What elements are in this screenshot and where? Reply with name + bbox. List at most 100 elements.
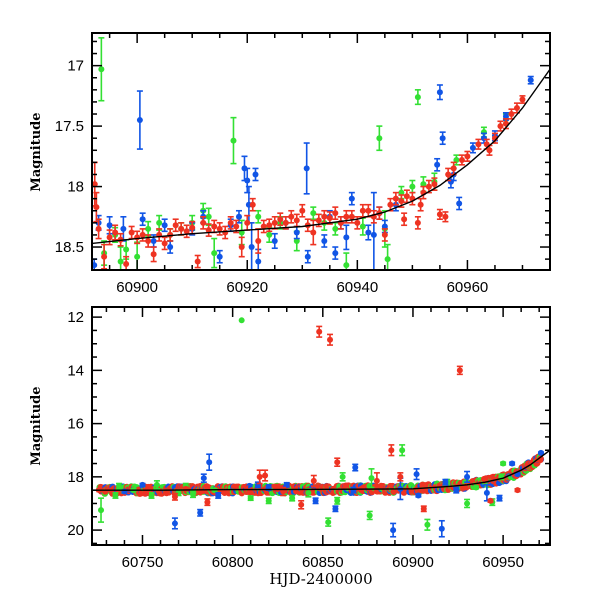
top-red-point-3 — [101, 243, 108, 270]
x-tick-label: 60800 — [212, 554, 254, 571]
bottom-red-point-16 — [420, 505, 427, 513]
bottom-green-point-0 — [98, 497, 105, 523]
top-blue-point-7 — [161, 218, 168, 233]
top-red-point-19 — [189, 220, 196, 235]
top-green-point-14 — [230, 116, 237, 165]
top-red-point-46 — [337, 215, 344, 230]
bottom-blue-point-26 — [537, 449, 544, 456]
top-red-point-55 — [387, 197, 394, 212]
band-point-red — [537, 455, 544, 462]
top-green-point-6 — [145, 220, 152, 237]
bottom-red-point-5 — [256, 469, 263, 485]
bottom-panel-x-axis-title: HJD-2400000 — [269, 570, 372, 588]
y-tick-label: 12 — [67, 309, 84, 326]
top-red-point-51 — [365, 203, 372, 218]
top-red-point-70 — [458, 154, 465, 166]
top-red-point-34 — [271, 215, 278, 230]
top-blue-point-45 — [502, 112, 509, 121]
bottom-green-point-12 — [265, 497, 272, 505]
bottom-blue-point-23 — [496, 494, 503, 502]
bottom-green-point-2 — [116, 482, 123, 490]
bottom-red-point-2 — [171, 492, 178, 501]
top-panel-frame — [91, 32, 551, 271]
bottom-red-point-19 — [514, 487, 521, 494]
bottom-panel-model-curve — [92, 449, 550, 491]
top-red-point-7 — [123, 255, 130, 270]
top-green-point-27 — [384, 243, 391, 270]
top-red-point-37 — [288, 209, 295, 224]
x-tick-label: 60960 — [447, 279, 489, 296]
top-green-point-0 — [98, 37, 105, 102]
top-green-point-30 — [414, 89, 421, 106]
y-tick-label: 18 — [67, 469, 84, 486]
top-red-point-63 — [420, 185, 427, 200]
bottom-red-point-8 — [298, 500, 305, 510]
bottom-red-point-14 — [388, 444, 395, 457]
top-red-point-79 — [513, 102, 520, 114]
top-red-point-80 — [519, 95, 526, 104]
bottom-red-point-10 — [316, 325, 323, 338]
bottom-blue-point-2 — [171, 517, 178, 530]
bottom-blue-point-0 — [121, 488, 128, 495]
top-red-point-28 — [238, 236, 245, 258]
top-blue-point-23 — [303, 142, 310, 195]
top-red-point-71 — [464, 150, 471, 162]
bottom-blue-point-18 — [438, 519, 445, 538]
top-panel-ticks: 60900 60920 60940 60960 17 17.5 18 18.5 — [55, 33, 551, 296]
bottom-red-point-18 — [487, 497, 494, 504]
top-red-point-76 — [497, 120, 504, 132]
top-red-point-2 — [95, 218, 102, 240]
y-tick-label: 18 — [67, 179, 84, 196]
x-tick-label: 60950 — [482, 554, 524, 571]
bottom-blue-point-16 — [413, 468, 420, 481]
bottom-blue-point-19 — [442, 478, 449, 486]
top-red-point-52 — [370, 209, 377, 224]
bottom-green-point-18 — [366, 510, 373, 521]
top-red-point-39 — [299, 203, 306, 218]
top-red-point-35 — [277, 212, 284, 227]
top-red-point-45 — [332, 206, 339, 221]
top-red-point-60 — [409, 191, 416, 206]
top-red-point-42 — [315, 213, 322, 228]
bottom-green-point-5 — [153, 480, 160, 490]
top-red-point-50 — [359, 203, 366, 218]
x-tick-label: 60850 — [302, 554, 344, 571]
top-green-point-25 — [376, 125, 383, 152]
bottom-red-point-3 — [182, 485, 189, 492]
top-red-point-36 — [282, 215, 289, 230]
bottom-panel-y-axis-title: Magnitude — [29, 386, 44, 465]
y-tick-label: 16 — [67, 416, 84, 433]
bottom-blue-point-14 — [390, 522, 397, 538]
bottom-green-point-21 — [424, 518, 431, 531]
bottom-blue-point-12 — [350, 486, 357, 494]
top-panel-y-axis-title: Magnitude — [29, 112, 44, 191]
bottom-red-point-12 — [334, 457, 341, 467]
top-red-point-26 — [227, 215, 234, 230]
top-panel-model-curve — [92, 68, 550, 245]
top-red-point-58 — [401, 212, 408, 227]
y-tick-label: 20 — [67, 522, 84, 539]
top-red-point-66 — [436, 208, 443, 221]
x-tick-label: 60900 — [392, 554, 434, 571]
bottom-blue-point-3 — [197, 508, 204, 517]
top-red-point-38 — [293, 213, 300, 228]
top-red-point-41 — [310, 219, 317, 246]
x-tick-label: 60920 — [226, 279, 268, 296]
top-green-point-29 — [409, 179, 416, 194]
top-blue-point-8 — [167, 240, 174, 254]
top-blue-point-25 — [321, 234, 328, 248]
top-red-point-16 — [172, 218, 179, 233]
top-red-point-10 — [139, 228, 146, 242]
top-blue-point-5 — [139, 212, 146, 227]
top-panel-data-marks — [92, 37, 534, 270]
top-red-point-43 — [321, 209, 328, 224]
bottom-blue-point-5 — [206, 453, 213, 471]
top-panel: 60900 60920 60940 60960 17 17.5 18 18.5 Magnitu… — [29, 32, 551, 296]
top-blue-point-27 — [332, 246, 339, 260]
top-red-point-24 — [216, 222, 223, 236]
top-red-point-48 — [348, 209, 355, 224]
bottom-red-point-17 — [456, 365, 463, 376]
top-red-point-72 — [475, 138, 482, 150]
top-green-point-22 — [332, 222, 339, 236]
